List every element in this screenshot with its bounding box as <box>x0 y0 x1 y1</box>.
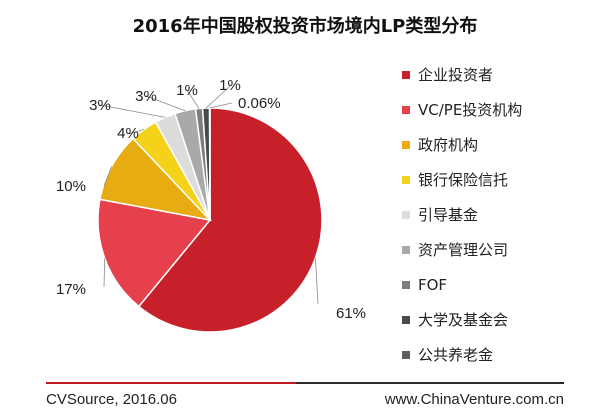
slice-8-percent-label: 1% <box>219 77 241 94</box>
legend-swatch <box>402 70 410 79</box>
legend-item-9: 公共养老金 <box>402 337 607 372</box>
legend-item-1: 企业投资者 <box>402 57 607 92</box>
legend-label: 银行保险信托 <box>418 171 509 189</box>
slice-1-wedge <box>137 107 323 333</box>
slice-7-percent-label: 1% <box>176 82 198 99</box>
slice-6-leader-line <box>145 95 186 112</box>
legend-label: 资产管理公司 <box>418 241 509 259</box>
slice-5-percent-label: 3% <box>89 97 111 114</box>
slice-6-percent-label: 3% <box>135 88 157 105</box>
slice-2-wedge <box>97 198 212 308</box>
slice-2-leader-line <box>103 258 106 288</box>
footer-divider-dark <box>296 382 564 384</box>
footer-divider-red <box>46 382 296 384</box>
legend-item-7: FOF <box>402 267 607 302</box>
chart-title: 2016年中国股权投资市场境内LP类型分布 <box>132 16 478 37</box>
website-url: www.ChinaVenture.com.cn <box>384 391 564 408</box>
slice-7-leader-line <box>186 89 200 109</box>
legend-item-8: 大学及基金会 <box>402 302 607 337</box>
slice-2-percent-label: 17% <box>56 281 86 298</box>
legend-item-3: 政府机构 <box>402 127 607 162</box>
legend-item-5: 引导基金 <box>402 197 607 232</box>
legend-label: 大学及基金会 <box>418 311 509 329</box>
slice-3-leader-line <box>103 166 113 187</box>
slice-4-leader-line <box>127 129 144 135</box>
slice-3-percent-label: 10% <box>56 178 86 195</box>
slice-4-percent-label: 4% <box>117 125 139 142</box>
legend-label: FOF <box>418 275 448 294</box>
legend-label: 政府机构 <box>418 136 479 154</box>
legend-swatch <box>402 245 410 254</box>
slice-1-percent-label: 61% <box>336 305 366 322</box>
legend-label: 引导基金 <box>418 206 479 224</box>
legend-swatch <box>402 210 410 219</box>
legend-label: 企业投资者 <box>418 66 494 84</box>
legend-item-6: 资产管理公司 <box>402 232 607 267</box>
slice-8-leader-line <box>205 85 231 109</box>
legend-swatch <box>402 175 410 184</box>
slice-9-percent-label: 0.06% <box>238 95 281 112</box>
slice-1-leader-line <box>315 257 319 305</box>
slice-5-leader-line <box>99 104 166 118</box>
slice-9-leader-line <box>209 102 233 109</box>
legend-item-4: 银行保险信托 <box>402 162 607 197</box>
legend-label: VC/PE投资机构 <box>418 101 523 119</box>
legend-item-2: VC/PE投资机构 <box>402 92 607 127</box>
legend-swatch <box>402 350 410 359</box>
legend-label: 公共养老金 <box>418 346 494 364</box>
legend-swatch <box>402 280 410 289</box>
legend-swatch <box>402 140 410 149</box>
pie-chart: 61%17%10%4%3%3% 1% 1%0.06% <box>56 77 366 333</box>
chart-legend: 企业投资者 VC/PE投资机构 政府机构银行保险信托 引导基金资产管理公司 FOF 大学及… <box>402 57 607 372</box>
source-note: CVSource, 2016.06 <box>46 391 177 408</box>
legend-swatch <box>402 315 410 324</box>
legend-swatch <box>402 105 410 114</box>
